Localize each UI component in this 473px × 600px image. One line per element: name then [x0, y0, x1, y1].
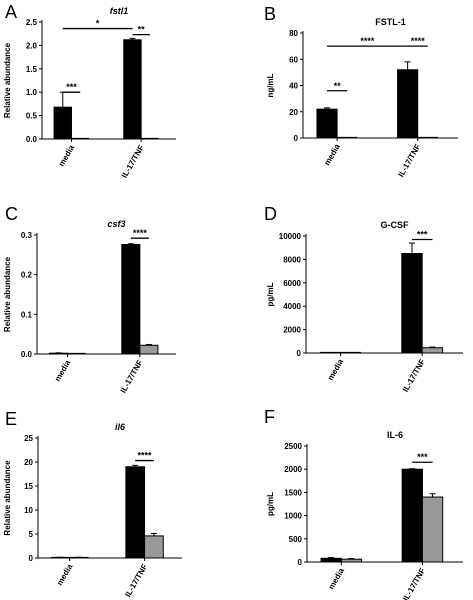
panel-label: F [264, 407, 275, 427]
x-tick-label: media [57, 143, 77, 168]
y-tick-label: 500 [289, 535, 303, 544]
y-tick-label: 1.5 [26, 65, 38, 74]
y-tick-label: 2.0 [26, 41, 38, 50]
x-tick-label: IL-17/TNF [401, 357, 427, 393]
y-tick-label: 40 [289, 82, 298, 91]
significance-label: * [96, 19, 100, 29]
y-tick-label: 15 [24, 482, 33, 491]
y-tick-label: 0.3 [21, 231, 33, 240]
panel-label: A [5, 2, 17, 22]
x-tick-label: IL-17/TNF [120, 143, 146, 179]
bar [53, 106, 72, 140]
x-tick-label: IL-17/TNF [401, 566, 427, 600]
y-tick-label: 4000 [283, 302, 301, 311]
bar [316, 108, 338, 139]
chart-title: G-CSF [381, 220, 410, 230]
y-tick-label: 1000 [284, 512, 302, 521]
y-axis-label: pg/mL [266, 282, 275, 306]
y-tick-label: 6000 [283, 279, 301, 288]
x-tick-label: IL-17/TNF [396, 142, 422, 178]
y-tick-label: 2000 [283, 326, 301, 335]
significance-label: **** [133, 228, 148, 238]
y-axis-label: pg/mL [266, 492, 275, 516]
chart-title: fstl1 [110, 6, 129, 16]
bar [397, 69, 419, 139]
y-tick-label: 0.2 [21, 271, 33, 280]
bar [401, 468, 423, 563]
y-tick-label: 0 [29, 554, 34, 563]
bar [123, 39, 142, 140]
x-tick-label: IL-17/TNF [119, 358, 145, 394]
y-tick-label: 2000 [284, 465, 302, 474]
bar [125, 466, 146, 559]
y-axis-label: ng/mL [266, 73, 275, 97]
chart-title: FSTL-1 [375, 17, 406, 27]
x-tick-label: media [55, 562, 75, 587]
panel-label: E [5, 409, 17, 429]
y-axis-label: Relative abundance [3, 42, 12, 118]
panel-label: D [264, 204, 277, 224]
y-tick-label: 0 [298, 558, 303, 567]
chart-title: IL-6 [387, 430, 403, 440]
significance-label: **** [138, 451, 153, 461]
significance-label: *** [66, 82, 77, 92]
significance-label: *** [417, 452, 428, 462]
y-tick-label: 0.1 [21, 310, 33, 319]
y-tick-label: 1500 [284, 488, 302, 497]
y-tick-label: 20 [289, 108, 298, 117]
panel-label: B [264, 4, 276, 24]
y-tick-label: 0.5 [26, 112, 38, 121]
y-tick-label: 10 [24, 506, 33, 515]
bar [144, 535, 164, 559]
bar [421, 347, 444, 354]
bar [401, 253, 423, 354]
y-axis-label: Relative abundance [3, 256, 12, 332]
panel-d: D G-CSF pg/mL 0 2000 4000 6000 8000 10000 media IL… [264, 204, 463, 394]
y-tick-label: 8000 [283, 255, 301, 264]
bar [320, 557, 342, 563]
x-tick-label: media [322, 142, 342, 167]
chart-title: il6 [115, 422, 126, 432]
bar [49, 352, 69, 355]
y-tick-label: 0 [294, 134, 299, 143]
x-tick-label: media [326, 357, 346, 382]
y-tick-label: 2.5 [26, 18, 38, 27]
x-tick-label: media [53, 358, 73, 383]
y-tick-label: 2500 [284, 442, 302, 451]
significance-label: *** [417, 230, 428, 240]
significance-label: **** [360, 36, 375, 46]
y-tick-label: 1.0 [26, 88, 38, 97]
y-tick-label: 10000 [279, 232, 302, 241]
significance-label: ** [334, 81, 342, 91]
bar [421, 496, 444, 563]
significance-label: ** [138, 25, 146, 35]
y-tick-label: 5 [29, 530, 34, 539]
significance-label: **** [411, 36, 426, 46]
panel-label: C [5, 204, 18, 224]
bar [121, 244, 141, 355]
y-tick-label: 0.0 [21, 350, 33, 359]
y-tick-label: 80 [289, 29, 298, 38]
y-tick-label: 0 [297, 349, 302, 358]
bar [139, 344, 159, 355]
y-tick-label: 25 [24, 434, 33, 443]
y-axis-label: Relative abundance [3, 460, 12, 536]
chart-title: csf3 [107, 219, 125, 229]
x-tick-label: IL-17/TNF [123, 562, 149, 598]
panel-f: F IL-6 pg/mL 0 500 1000 1500 2000 2500 media IL-17… [264, 407, 463, 600]
x-tick-label: media [327, 566, 347, 591]
bar [340, 558, 363, 563]
y-tick-label: 0.0 [26, 135, 38, 144]
y-tick-label: 60 [289, 55, 298, 64]
y-tick-label: 20 [24, 458, 33, 467]
